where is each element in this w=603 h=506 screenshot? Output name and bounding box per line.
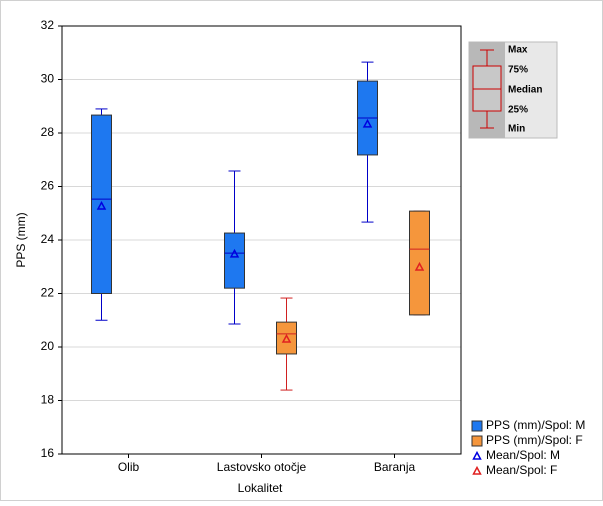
x-tick-label: Lastovsko otočje xyxy=(217,460,307,474)
y-tick-label: 22 xyxy=(41,286,55,300)
mean-marker xyxy=(281,333,292,343)
legend-marker xyxy=(472,465,482,475)
key-label: 75% xyxy=(508,65,528,76)
legend-swatch xyxy=(471,435,483,447)
mean-marker xyxy=(362,118,373,128)
key-label: Min xyxy=(508,124,525,135)
mean-marker xyxy=(229,248,240,258)
legend-label: Mean/Spol: F xyxy=(486,463,557,477)
mean-marker xyxy=(96,200,107,210)
y-tick-label: 20 xyxy=(41,339,55,353)
y-tick-label: 16 xyxy=(41,446,55,460)
y-axis-label: PPS (mm) xyxy=(14,212,28,267)
legend-label: PPS (mm)/Spol: F xyxy=(486,433,583,447)
y-tick-label: 24 xyxy=(41,232,55,246)
key-label: 25% xyxy=(508,105,528,116)
legend-label: PPS (mm)/Spol: M xyxy=(486,418,585,432)
key-label: Max xyxy=(508,45,528,56)
y-tick-label: 30 xyxy=(41,72,55,86)
box xyxy=(224,232,245,289)
x-axis-label: Lokalitet xyxy=(238,481,283,495)
x-tick-label: Baranja xyxy=(374,460,416,474)
y-tick-label: 28 xyxy=(41,125,55,139)
y-tick-label: 26 xyxy=(41,179,55,193)
box xyxy=(91,114,112,294)
legend-swatch xyxy=(471,420,483,432)
box xyxy=(276,321,297,355)
mean-marker xyxy=(414,261,425,271)
y-tick-label: 18 xyxy=(41,393,55,407)
legend-marker xyxy=(472,450,482,460)
key-label: Median xyxy=(508,85,542,96)
legend-label: Mean/Spol: M xyxy=(486,448,560,462)
y-tick-label: 32 xyxy=(41,18,55,32)
x-tick-label: Olib xyxy=(118,460,140,474)
key-box: Max 75% Median 25% Min xyxy=(468,41,558,139)
